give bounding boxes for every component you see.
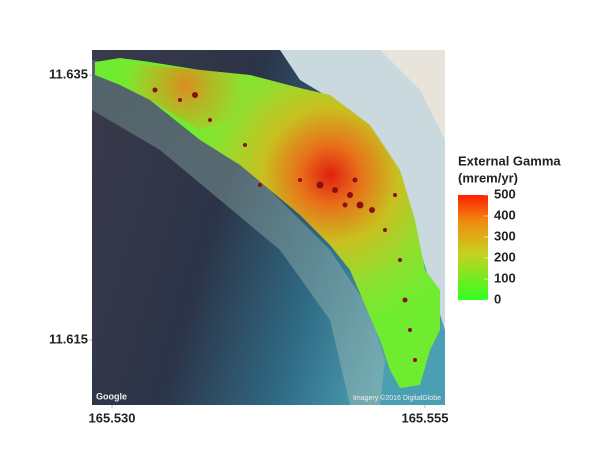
sample-points <box>152 87 417 362</box>
y-tick-label: 11.615 <box>49 332 88 347</box>
gamma-overlay <box>120 62 260 130</box>
colorbar <box>458 195 488 300</box>
x-tick-label: 165.555 <box>401 410 448 425</box>
y-tick-label: 11.635 <box>49 67 88 82</box>
legend-tick-label: 200 <box>494 249 516 264</box>
legend-tick-label: 100 <box>494 270 516 285</box>
legend-tick-label: 400 <box>494 207 516 222</box>
legend-title: External Gamma <box>458 153 561 168</box>
legend-unit: (mrem/yr) <box>458 170 518 185</box>
attribution: Imagery ©2016 DigitalGlobe <box>353 394 441 402</box>
attribution: Google <box>96 391 127 401</box>
gamma-overlay <box>95 58 440 388</box>
legend-tick-label: 500 <box>494 186 516 201</box>
legend-tick-label: 0 <box>494 291 501 306</box>
legend-tick-label: 300 <box>494 228 516 243</box>
map: Google Imagery ©2016 DigitalGlobe <box>92 50 445 405</box>
x-tick-label: 165.530 <box>89 410 136 425</box>
